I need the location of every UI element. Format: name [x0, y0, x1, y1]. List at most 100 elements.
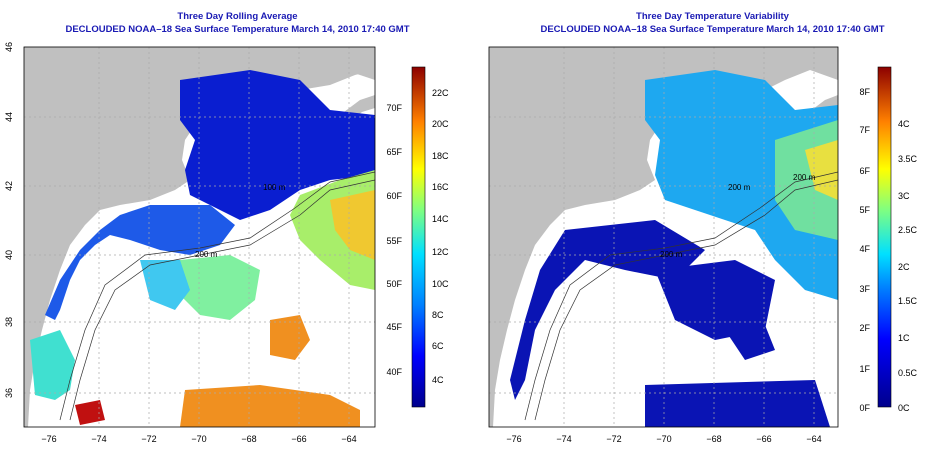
svg-text:3.5C: 3.5C: [898, 154, 918, 164]
contour-label: 200 m: [728, 183, 751, 192]
svg-text:38: 38: [4, 317, 14, 327]
contour-label: 100 m: [263, 183, 286, 192]
hot-water: [75, 400, 105, 425]
mid-water: [140, 260, 190, 310]
svg-text:3F: 3F: [859, 284, 870, 294]
svg-text:0F: 0F: [859, 403, 870, 413]
contour-label: 200 m: [660, 250, 683, 259]
svg-text:2C: 2C: [898, 262, 910, 272]
contour-line: [524, 171, 838, 421]
svg-text:8F: 8F: [859, 87, 870, 97]
svg-text:−66: −66: [291, 434, 306, 444]
svg-text:1F: 1F: [859, 364, 870, 374]
longitude-axis: −76 −74 −72 −70 −68 −66 −64: [506, 434, 821, 444]
land-mass: [489, 47, 838, 427]
contour-label: 200 m: [793, 173, 816, 182]
colorbar-celsius: 4C 6C 8C 10C 12C 14C 16C 18C 20C 22C: [432, 88, 449, 385]
hot-water: [180, 385, 360, 427]
svg-text:8C: 8C: [432, 310, 444, 320]
svg-text:−64: −64: [341, 434, 356, 444]
latitude-axis: 36 38 40 42 44 46: [4, 42, 14, 398]
svg-text:18C: 18C: [432, 151, 449, 161]
svg-text:36: 36: [4, 388, 14, 398]
svg-text:−70: −70: [656, 434, 671, 444]
panel-title: Three Day Temperature Variability: [636, 11, 789, 22]
svg-text:4F: 4F: [859, 244, 870, 254]
sst-map: 200 m 100 m −76 −74 −72 −70 −68 −66 −64 …: [4, 42, 449, 444]
variability-map: 200 m 200 m 200 m −76 −74 −72 −70 −68 −6…: [488, 46, 918, 444]
low-variability: [655, 260, 775, 340]
svg-text:7F: 7F: [859, 125, 870, 135]
warm-water: [330, 190, 375, 260]
svg-text:2F: 2F: [859, 323, 870, 333]
svg-text:45F: 45F: [386, 322, 402, 332]
svg-text:10C: 10C: [432, 279, 449, 289]
mid-water: [180, 255, 260, 320]
svg-text:−76: −76: [506, 434, 521, 444]
panel-subtitle: DECLOUDED NOAA–18 Sea Surface Temperatur…: [65, 24, 410, 35]
svg-text:14C: 14C: [432, 214, 449, 224]
coastal-water: [30, 330, 75, 400]
low-variability: [725, 325, 775, 360]
contour-line: [534, 179, 838, 421]
svg-text:50F: 50F: [386, 279, 402, 289]
svg-text:0C: 0C: [898, 403, 910, 413]
svg-text:−68: −68: [241, 434, 256, 444]
svg-text:−70: −70: [191, 434, 206, 444]
svg-text:3C: 3C: [898, 191, 910, 201]
land-mass: [24, 47, 375, 427]
svg-text:40: 40: [4, 250, 14, 260]
hot-water: [270, 315, 310, 360]
svg-text:1.5C: 1.5C: [898, 296, 918, 306]
svg-text:55F: 55F: [386, 236, 402, 246]
colorbar: [411, 66, 426, 408]
svg-text:42: 42: [4, 181, 14, 191]
svg-text:1C: 1C: [898, 333, 910, 343]
svg-text:65F: 65F: [386, 147, 402, 157]
svg-text:60F: 60F: [386, 191, 402, 201]
svg-text:22C: 22C: [432, 88, 449, 98]
svg-text:−72: −72: [606, 434, 621, 444]
cold-water: [45, 205, 235, 320]
svg-text:70F: 70F: [386, 103, 402, 113]
colorbar-fahrenheit: 0F 1F 2F 3F 4F 5F 6F 7F 8F: [859, 87, 870, 413]
svg-text:−66: −66: [756, 434, 771, 444]
svg-text:−74: −74: [556, 434, 571, 444]
svg-text:46: 46: [4, 42, 14, 52]
colorbar-fahrenheit: 40F 45F 50F 55F 60F 65F 70F: [386, 103, 402, 377]
svg-text:4C: 4C: [432, 375, 444, 385]
low-variability: [645, 380, 830, 427]
high-variability: [805, 140, 838, 200]
svg-text:40F: 40F: [386, 367, 402, 377]
svg-text:2.5C: 2.5C: [898, 225, 918, 235]
svg-text:4C: 4C: [898, 119, 910, 129]
svg-text:0.5C: 0.5C: [898, 368, 918, 378]
longitude-axis: −76 −74 −72 −70 −68 −66 −64: [41, 434, 356, 444]
high-variability: [645, 70, 838, 300]
colorbar: [877, 66, 892, 408]
graticule: [489, 47, 838, 427]
svg-text:6C: 6C: [432, 341, 444, 351]
contour-line: [59, 171, 375, 421]
svg-text:12C: 12C: [432, 247, 449, 257]
svg-text:5F: 5F: [859, 205, 870, 215]
svg-text:−74: −74: [91, 434, 106, 444]
cold-water: [180, 70, 375, 220]
colorbar-celsius: 0C 0.5C 1C 1.5C 2C 2.5C 3C 3.5C 4C: [898, 119, 918, 413]
svg-text:−68: −68: [706, 434, 721, 444]
svg-text:6F: 6F: [859, 166, 870, 176]
svg-text:−64: −64: [806, 434, 821, 444]
svg-text:20C: 20C: [432, 119, 449, 129]
panel-subtitle: DECLOUDED NOAA–18 Sea Surface Temperatur…: [540, 24, 885, 35]
land-mass: [300, 47, 375, 90]
contour-line: [69, 179, 375, 421]
contour-label: 200 m: [195, 250, 218, 259]
svg-text:−72: −72: [141, 434, 156, 444]
low-variability: [510, 220, 705, 400]
panel-title: Three Day Rolling Average: [177, 11, 298, 22]
svg-text:−76: −76: [41, 434, 56, 444]
panel-temperature-variability: Three Day Temperature Variability DECLOU…: [475, 0, 950, 475]
svg-text:44: 44: [4, 112, 14, 122]
panel-rolling-average: Three Day Rolling Average DECLOUDED NOAA…: [4, 11, 449, 444]
svg-text:16C: 16C: [432, 182, 449, 192]
